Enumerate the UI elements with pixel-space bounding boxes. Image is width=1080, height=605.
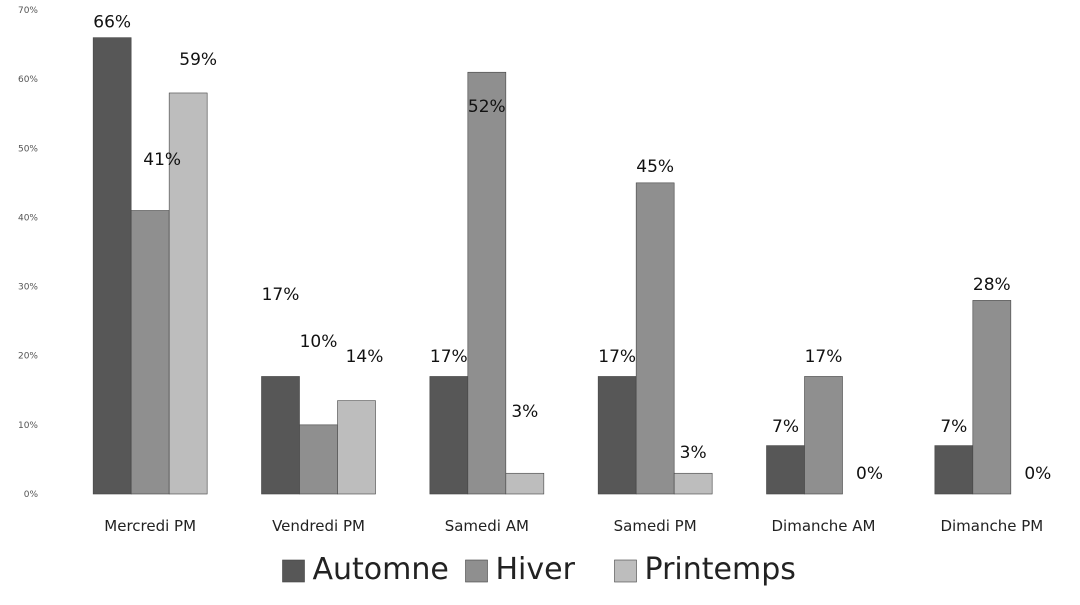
data-label-automne: 7%	[940, 417, 967, 437]
bar-printemps	[168, 92, 208, 495]
category-label: Mercredi PM	[104, 517, 196, 535]
bar-automne	[766, 445, 805, 495]
category-label: Vendredi PM	[272, 517, 365, 535]
y-tick-label: 20%	[18, 352, 38, 362]
bars	[92, 37, 1012, 495]
data-label-printemps: 59%	[179, 50, 217, 70]
y-tick-label: 60%	[18, 75, 38, 85]
bar-automne	[92, 37, 132, 495]
data-label-hiver: 17%	[805, 347, 843, 367]
bar-hiver	[130, 210, 170, 495]
y-axis: 0% 10% 20% 30% 40% 50% 60% 70%	[18, 6, 38, 500]
category-label: Dimanche PM	[940, 517, 1043, 535]
category-label: Samedi PM	[614, 517, 697, 535]
y-tick-label: 40%	[18, 213, 38, 223]
data-label-automne: 17%	[262, 285, 300, 305]
y-tick-label: 10%	[18, 421, 38, 431]
bar-automne	[934, 445, 974, 495]
y-tick-label: 0%	[24, 490, 39, 500]
legend-swatch-printemps	[614, 559, 637, 583]
data-label-hiver: 10%	[300, 332, 338, 352]
data-label-printemps: 0%	[856, 464, 883, 484]
legend-swatch-hiver	[465, 559, 488, 583]
legend-label-hiver: Hiver	[496, 552, 576, 587]
data-label-printemps: 3%	[680, 443, 707, 463]
bar-automne	[261, 376, 300, 495]
data-label-printemps: 14%	[346, 347, 384, 367]
x-axis: Mercredi PM Vendredi PM Samedi AM Samedi PM…	[104, 517, 1043, 535]
y-tick-label: 50%	[18, 144, 38, 154]
bar-automne	[429, 376, 469, 495]
data-label-hiver: 28%	[973, 275, 1011, 295]
data-label-automne: 17%	[430, 347, 468, 367]
bar-hiver	[467, 71, 507, 495]
data-label-automne: 7%	[772, 417, 799, 437]
bar-printemps	[337, 400, 376, 495]
legend-label-automne: Automne	[313, 552, 449, 587]
legend-swatch-automne	[282, 559, 305, 583]
data-label-printemps: 0%	[1024, 464, 1051, 484]
category-label: Dimanche AM	[772, 517, 876, 535]
legend: Automne Hiver Printemps	[282, 552, 796, 587]
bar-automne	[597, 376, 637, 495]
bar-hiver	[299, 424, 338, 495]
data-label-automne: 66%	[93, 13, 131, 33]
legend-label-printemps: Printemps	[645, 552, 796, 587]
y-tick-label: 70%	[18, 6, 38, 16]
data-labels: 66% 41% 59% 17% 10% 14% 17% 52% 3% 17% 45% 3% 7% 17% 0…	[93, 13, 1051, 484]
data-label-hiver: 52%	[468, 97, 506, 117]
y-tick-label: 30%	[18, 283, 38, 293]
data-label-automne: 17%	[598, 347, 636, 367]
bar-hiver	[804, 376, 843, 495]
bar-hiver	[635, 182, 675, 495]
bar-hiver	[972, 300, 1012, 495]
category-label: Samedi AM	[445, 517, 529, 535]
data-label-hiver: 41%	[143, 150, 181, 170]
bar-printemps	[673, 472, 713, 495]
data-label-hiver: 45%	[636, 157, 674, 177]
bar-printemps	[505, 472, 545, 495]
data-label-printemps: 3%	[511, 402, 538, 422]
